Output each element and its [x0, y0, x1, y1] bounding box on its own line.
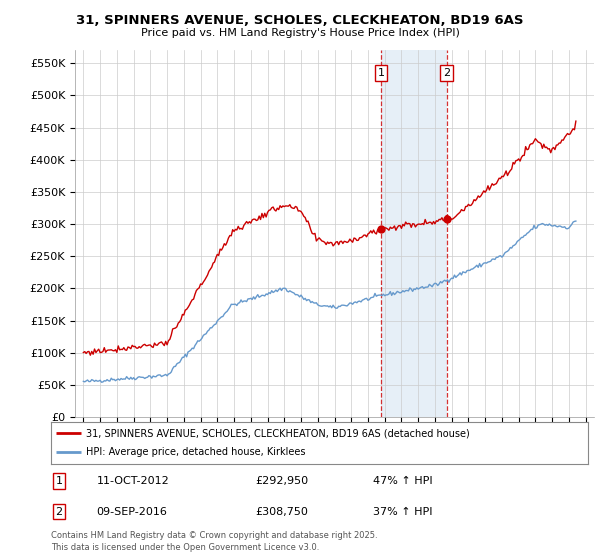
Text: 37% ↑ HPI: 37% ↑ HPI: [373, 507, 433, 517]
Bar: [381, 50, 446, 417]
Text: 09-SEP-2016: 09-SEP-2016: [97, 507, 167, 517]
Text: Price paid vs. HM Land Registry's House Price Index (HPI): Price paid vs. HM Land Registry's House …: [140, 28, 460, 38]
Text: £292,950: £292,950: [255, 476, 308, 486]
Text: 2: 2: [443, 68, 450, 78]
Text: 2: 2: [55, 507, 62, 517]
Text: 47% ↑ HPI: 47% ↑ HPI: [373, 476, 433, 486]
Text: 1: 1: [56, 476, 62, 486]
Text: 31, SPINNERS AVENUE, SCHOLES, CLECKHEATON, BD19 6AS: 31, SPINNERS AVENUE, SCHOLES, CLECKHEATO…: [76, 14, 524, 27]
Text: 1: 1: [377, 68, 385, 78]
Text: £308,750: £308,750: [255, 507, 308, 517]
Text: Contains HM Land Registry data © Crown copyright and database right 2025.
This d: Contains HM Land Registry data © Crown c…: [51, 531, 377, 552]
Text: HPI: Average price, detached house, Kirklees: HPI: Average price, detached house, Kirk…: [86, 447, 305, 458]
Text: 31, SPINNERS AVENUE, SCHOLES, CLECKHEATON, BD19 6AS (detached house): 31, SPINNERS AVENUE, SCHOLES, CLECKHEATO…: [86, 428, 470, 438]
Text: 11-OCT-2012: 11-OCT-2012: [97, 476, 169, 486]
